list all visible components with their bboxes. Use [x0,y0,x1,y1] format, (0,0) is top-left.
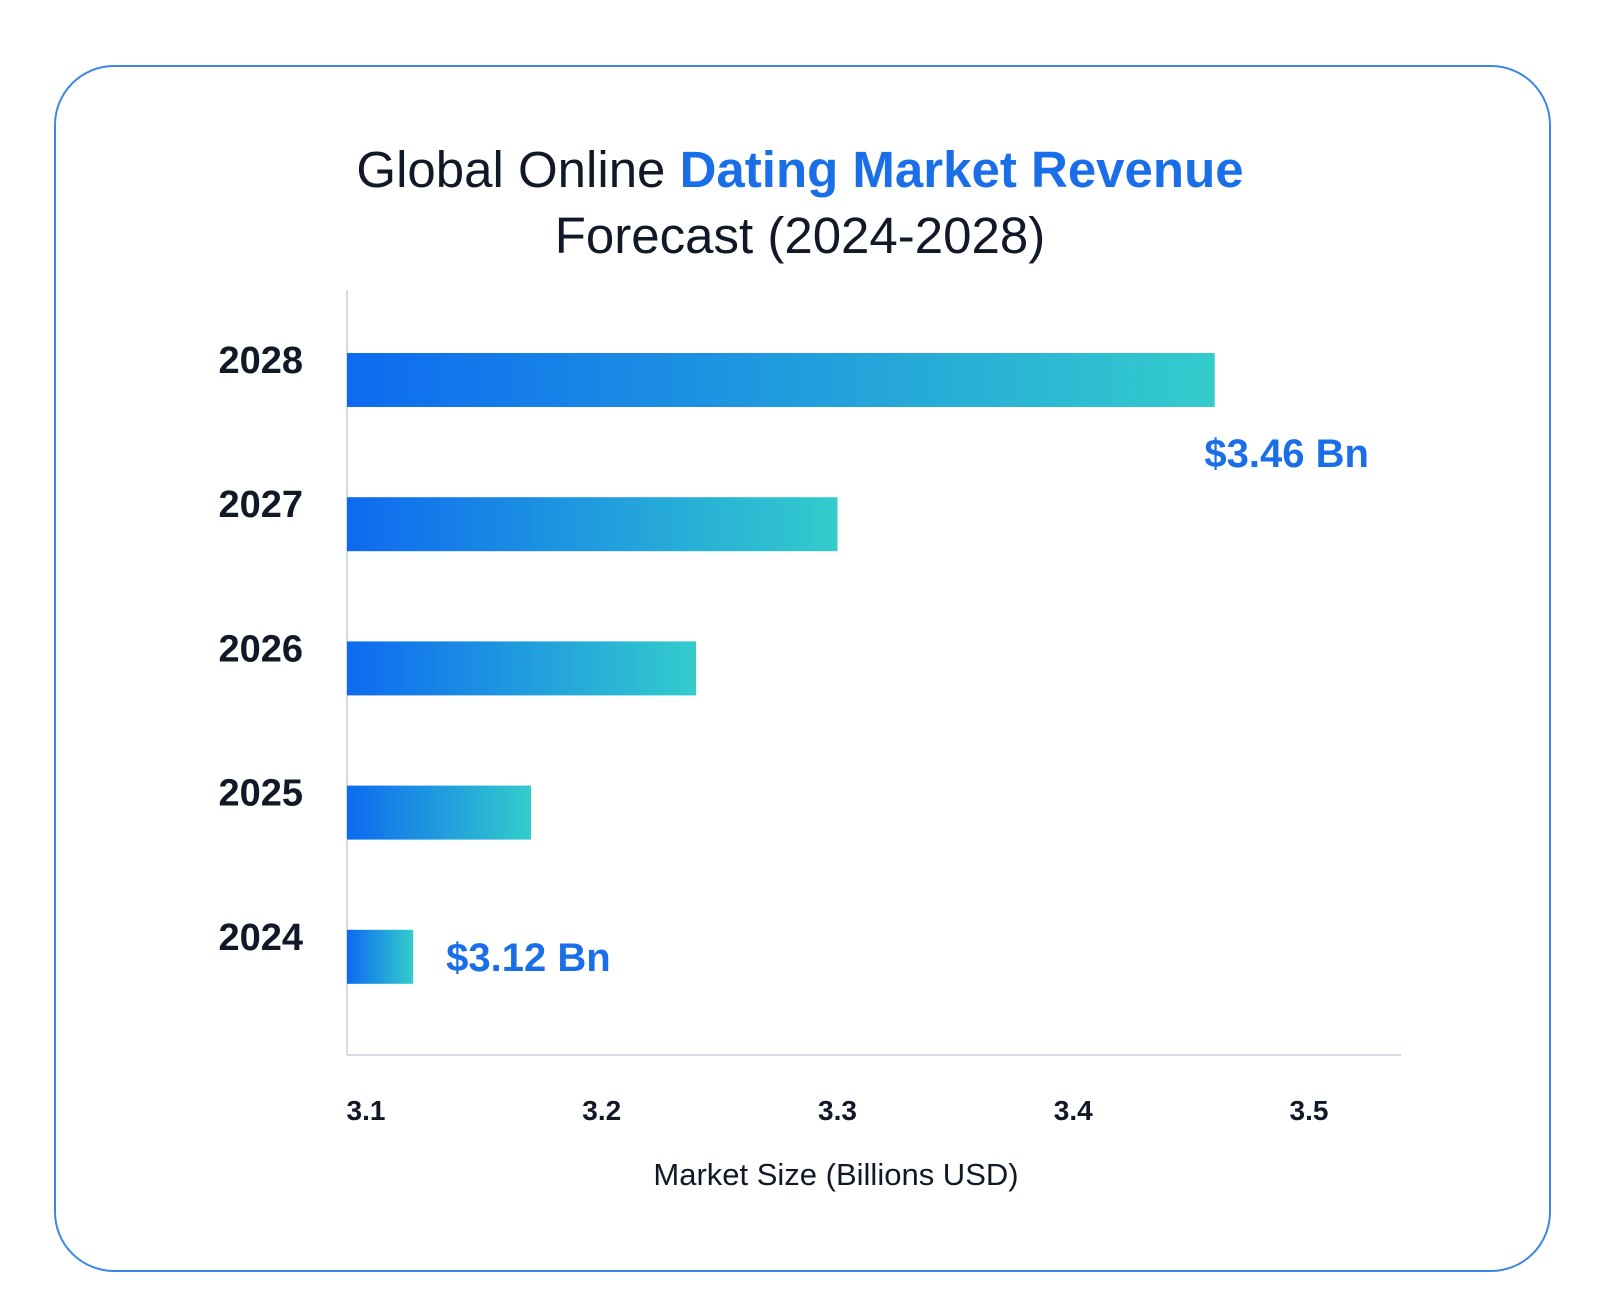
y-tick-label: 2026 [218,628,303,670]
y-tick-label: 2025 [218,773,303,815]
y-tick-label: 2024 [218,917,303,959]
chart-title-line2: Forecast (2024-2028) [554,207,1046,264]
bar-2027 [347,497,838,552]
title-plain: Global Online [356,141,680,198]
bar-2028 [347,353,1215,407]
y-tick-label: 2028 [218,340,303,382]
data-label-2024: $3.12 Bn [446,936,611,980]
data-label-2028: $3.46 Bn [1204,432,1369,476]
chart-card [54,65,1551,1272]
bar-2026 [347,641,697,696]
y-tick-label: 2027 [218,484,303,526]
x-tick-label: 3.3 [818,1095,857,1126]
x-tick-label: 3.2 [582,1095,621,1126]
title-accent: Dating Market Revenue [679,141,1244,198]
x-axis-label: Market Size (Billions USD) [653,1157,1018,1192]
x-tick-label: 3.1 [347,1095,386,1126]
bar-2024 [347,929,414,984]
x-tick-label: 3.4 [1054,1095,1093,1126]
x-tick-label: 3.5 [1290,1095,1329,1126]
bar-2025 [347,785,532,840]
chart-title-line1: Global Online Dating Market Revenue [0,140,1600,199]
